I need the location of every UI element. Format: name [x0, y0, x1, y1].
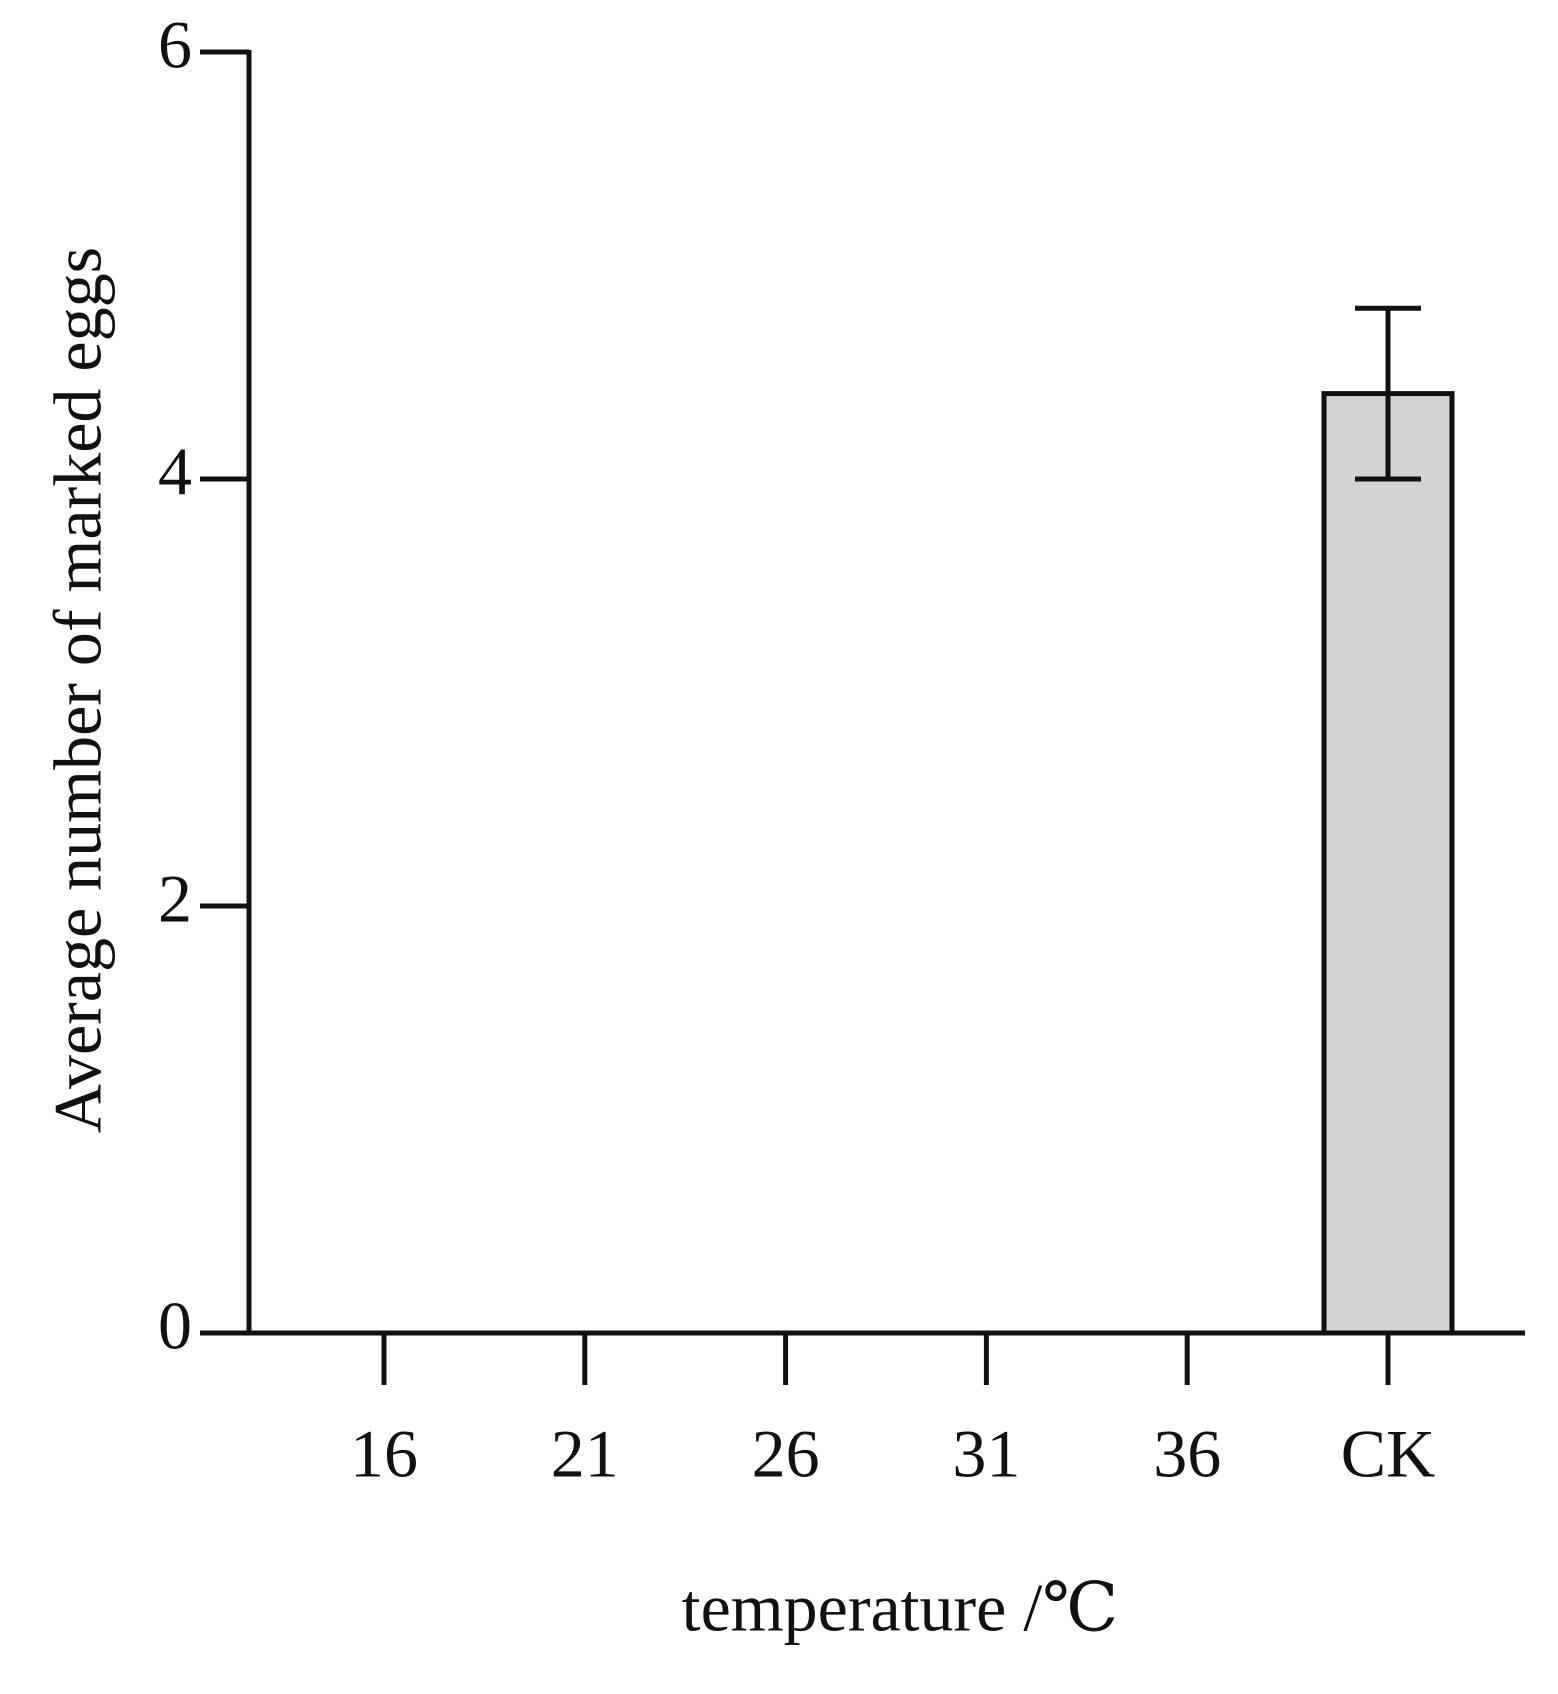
x-tick-label: 21	[551, 1416, 619, 1492]
y-tick-label: 2	[158, 861, 192, 937]
y-tick-label: 4	[158, 434, 192, 510]
x-tick-label: 36	[1153, 1416, 1221, 1492]
x-axis-label: temperature /℃	[682, 1570, 1119, 1646]
y-axis-label: Average number of marked eggs	[40, 247, 116, 1133]
bar	[1321, 391, 1455, 1336]
x-tick-label: 16	[350, 1416, 418, 1492]
y-tick-label: 6	[158, 7, 192, 83]
y-tick-label: 0	[158, 1288, 192, 1364]
x-tick-label: 26	[752, 1416, 820, 1492]
x-tick-label: CK	[1341, 1416, 1435, 1492]
x-tick-label: 31	[952, 1416, 1020, 1492]
